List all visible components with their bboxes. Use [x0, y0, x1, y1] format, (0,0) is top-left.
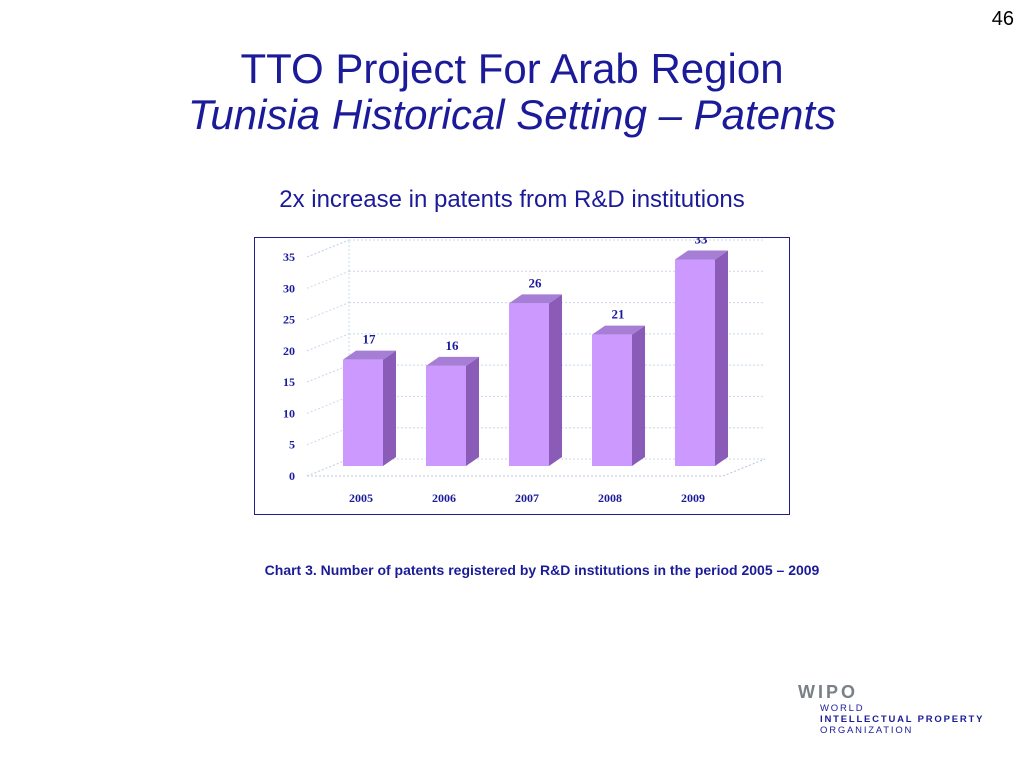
side-gridline	[306, 427, 350, 446]
bar-top	[592, 325, 645, 335]
bar-side	[715, 250, 728, 466]
bar-side	[549, 294, 562, 466]
x-tick-label: 2006	[432, 491, 456, 505]
side-gridline	[306, 458, 350, 477]
slide-headline: 2x increase in patents from R&D institut…	[279, 186, 745, 213]
wipo-logo-line-org: ORGANIZATION	[820, 725, 914, 736]
x-tick-label: 2009	[681, 491, 705, 505]
x-tick-label: 2007	[515, 491, 539, 505]
floor-right-edge	[722, 458, 766, 477]
bar-top	[426, 356, 479, 366]
bar	[675, 259, 715, 466]
side-gridline	[306, 270, 350, 289]
y-tick-label: 25	[283, 313, 295, 327]
chart-caption: Chart 3. Number of patents registered by…	[264, 562, 820, 578]
y-tick-label: 5	[289, 438, 295, 452]
y-tick-label: 20	[283, 344, 295, 358]
slide-number: 46	[991, 8, 1014, 30]
bar-top	[343, 350, 396, 360]
bar-top	[509, 294, 562, 304]
y-tick-label: 10	[283, 406, 295, 420]
data-label: 16	[446, 338, 460, 353]
wipo-logo-line-world: WORLD	[820, 703, 865, 714]
x-tick-label: 2005	[349, 491, 373, 505]
bar	[509, 303, 549, 466]
side-gridline	[306, 239, 350, 258]
y-tick-label: 30	[283, 281, 295, 295]
data-label: 17	[363, 332, 377, 347]
chart-frame: 0 5 10 15 20 25 30 35 17 2005 16 2006 26 2007 21 2008 33…	[254, 237, 790, 515]
side-wall-edge-top	[306, 239, 350, 258]
side-gridline	[306, 395, 350, 414]
bar-chart: 0 5 10 15 20 25 30 35 17 2005 16 2006 26 2007 21 2008 33…	[283, 238, 766, 505]
y-tick-label: 0	[289, 469, 295, 483]
title-block: TTO Project For Arab Region Tunisia Hist…	[0, 45, 1024, 139]
bar-side	[383, 350, 396, 466]
data-label: 26	[529, 275, 543, 290]
side-gridline	[306, 302, 350, 321]
data-label: 21	[612, 307, 625, 322]
bar	[343, 359, 383, 466]
bar-side	[632, 325, 645, 466]
side-gridline	[306, 364, 350, 383]
y-tick-label: 15	[283, 375, 295, 389]
data-label: 33	[695, 238, 709, 247]
bar	[592, 334, 632, 466]
wipo-logo-line-ip: INTELLECTUAL PROPERTY	[820, 714, 985, 725]
y-tick-label: 35	[283, 250, 295, 264]
x-tick-label: 2008	[598, 491, 622, 505]
bar-side	[466, 356, 479, 466]
side-gridline	[306, 333, 350, 352]
slide-title: TTO Project For Arab Region	[240, 45, 784, 92]
bar-top	[675, 250, 728, 260]
side-wall-edge-bottom	[306, 458, 350, 477]
bar	[426, 365, 466, 466]
wipo-logo: WIPO WORLD INTELLECTUAL PROPERTY ORGANIZ…	[798, 682, 984, 736]
wipo-mark: WIPO	[798, 682, 858, 702]
slide-subtitle: Tunisia Historical Setting – Patents	[187, 91, 837, 139]
